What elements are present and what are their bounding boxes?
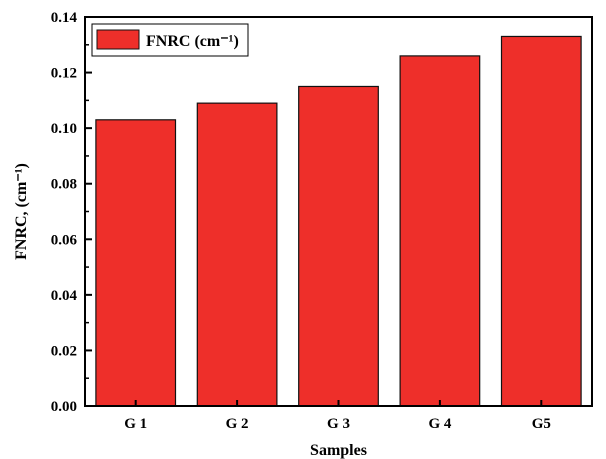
bar xyxy=(196,102,278,407)
bar xyxy=(298,85,379,407)
y-tick-label: 0.12 xyxy=(51,66,77,82)
x-tick-label: G 4 xyxy=(428,416,451,432)
x-tick-label: G 1 xyxy=(124,416,147,432)
plot-frame xyxy=(84,16,593,407)
x-axis-title: Samples xyxy=(310,442,367,459)
y-tick-label: 0.02 xyxy=(51,343,77,359)
x-tick-label: G 3 xyxy=(327,416,350,432)
y-tick-label: 0.06 xyxy=(51,232,78,248)
bars xyxy=(95,35,582,407)
bar xyxy=(399,55,481,407)
y-tick-label: 0.00 xyxy=(51,399,77,415)
y-tick-label: 0.04 xyxy=(51,288,78,304)
x-axis-ticks: G 1 G 2 G 3 G 4 G5 xyxy=(124,400,551,432)
bar xyxy=(500,35,582,407)
y-tick-label: 0.08 xyxy=(51,177,77,193)
y-tick-label: 0.14 xyxy=(51,10,78,26)
legend-label: FNRC (cm⁻¹) xyxy=(146,33,239,50)
y-tick-label: 0.10 xyxy=(51,121,77,137)
y-axis-ticks: 0.00 0.02 0.04 0.06 0.08 0.10 0.12 0.14 xyxy=(51,10,92,415)
bar xyxy=(95,119,177,407)
legend-box xyxy=(91,23,249,57)
legend-swatch xyxy=(96,29,140,50)
x-tick-label: G5 xyxy=(532,416,551,432)
x-tick-label: G 2 xyxy=(226,416,249,432)
y-axis-title: FNRC, (cm⁻¹) xyxy=(13,163,30,260)
legend: FNRC (cm⁻¹) xyxy=(91,23,249,57)
